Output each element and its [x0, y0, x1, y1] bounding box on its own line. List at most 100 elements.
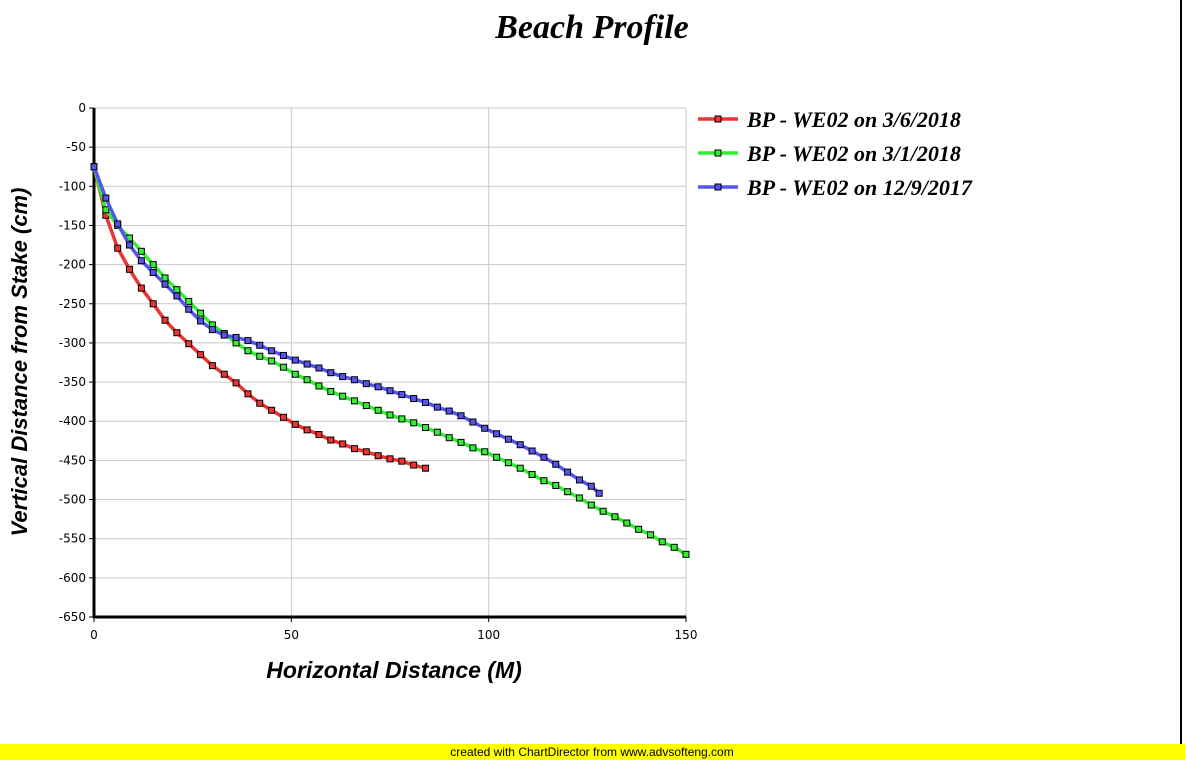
chart-title: Beach Profile [494, 9, 689, 46]
data-point [268, 347, 276, 355]
data-point [279, 351, 287, 359]
data-point [374, 383, 382, 391]
data-point [493, 453, 501, 461]
y-tick-label: -450 [59, 453, 86, 467]
data-point [646, 531, 654, 539]
data-point [350, 445, 358, 453]
data-point [410, 395, 418, 403]
data-point [256, 341, 264, 349]
data-point [445, 407, 453, 415]
data-point [540, 477, 548, 485]
data-point [185, 340, 193, 348]
data-point [386, 387, 394, 395]
x-axis-label: Horizontal Distance (M) [266, 657, 522, 683]
data-point [552, 481, 560, 489]
data-point [481, 424, 489, 432]
y-tick-label: -250 [59, 297, 86, 311]
data-point [422, 398, 430, 406]
data-point [339, 440, 347, 448]
data-point [126, 265, 134, 273]
legend-label: BP - WE02 on 3/6/2018 [746, 107, 961, 132]
data-point [185, 305, 193, 313]
data-point [658, 538, 666, 546]
data-point [374, 406, 382, 414]
y-axis-label: Vertical Distance from Stake (cm) [7, 188, 32, 537]
y-tick-label: -300 [59, 336, 86, 350]
footer: created with ChartDirector from www.advs… [450, 745, 733, 759]
data-point [410, 461, 418, 469]
data-point [422, 423, 430, 431]
x-tick-label: 50 [284, 628, 299, 642]
data-point [232, 333, 240, 341]
data-point [149, 268, 157, 276]
data-point [137, 247, 145, 255]
data-point [670, 543, 678, 551]
y-tick-label: -350 [59, 375, 86, 389]
data-point [374, 452, 382, 460]
data-point [587, 482, 595, 490]
data-point [197, 351, 205, 359]
data-point [469, 444, 477, 452]
data-point [433, 428, 441, 436]
x-tick-label: 100 [477, 628, 500, 642]
data-point [291, 356, 299, 364]
data-point [268, 406, 276, 414]
data-point [185, 297, 193, 305]
data-point [595, 489, 603, 497]
data-point [469, 418, 477, 426]
data-point [398, 415, 406, 423]
y-tick-label: -600 [59, 571, 86, 585]
data-point [540, 453, 548, 461]
data-point [457, 438, 465, 446]
data-point [398, 457, 406, 465]
data-point [102, 206, 110, 214]
legend-label: BP - WE02 on 12/9/2017 [746, 175, 973, 200]
data-point [197, 317, 205, 325]
data-point [161, 280, 169, 288]
data-point [161, 316, 169, 324]
y-tick-label: -400 [59, 414, 86, 428]
data-point [268, 357, 276, 365]
data-point [493, 430, 501, 438]
x-tick-label: 150 [675, 628, 698, 642]
data-point [362, 448, 370, 456]
legend-label: BP - WE02 on 3/1/2018 [746, 141, 961, 166]
data-point [315, 431, 323, 439]
data-point [279, 413, 287, 421]
data-point [682, 550, 690, 558]
data-point [552, 460, 560, 468]
data-point [362, 380, 370, 388]
y-tick-label: -500 [59, 493, 86, 507]
data-point [339, 373, 347, 381]
data-point [327, 436, 335, 444]
data-point [208, 326, 216, 334]
data-point [362, 402, 370, 410]
data-point [445, 434, 453, 442]
data-point [433, 403, 441, 411]
data-point [516, 464, 524, 472]
data-point [504, 435, 512, 443]
data-point [137, 284, 145, 292]
data-point [528, 447, 536, 455]
data-point [386, 455, 394, 463]
data-point [386, 411, 394, 419]
legend-marker [714, 183, 722, 191]
data-point [587, 501, 595, 509]
data-point [90, 163, 98, 171]
data-point [220, 370, 228, 378]
data-point [256, 352, 264, 360]
y-tick-label: -550 [59, 532, 86, 546]
data-point [398, 391, 406, 399]
data-point [564, 488, 572, 496]
y-tick-label: -200 [59, 258, 86, 272]
data-point [244, 337, 252, 345]
data-point [564, 468, 572, 476]
data-point [339, 392, 347, 400]
data-point [528, 470, 536, 478]
data-point [256, 399, 264, 407]
data-point [327, 369, 335, 377]
data-point [350, 376, 358, 384]
data-point [114, 244, 122, 252]
data-point [232, 379, 240, 387]
data-point [350, 397, 358, 405]
